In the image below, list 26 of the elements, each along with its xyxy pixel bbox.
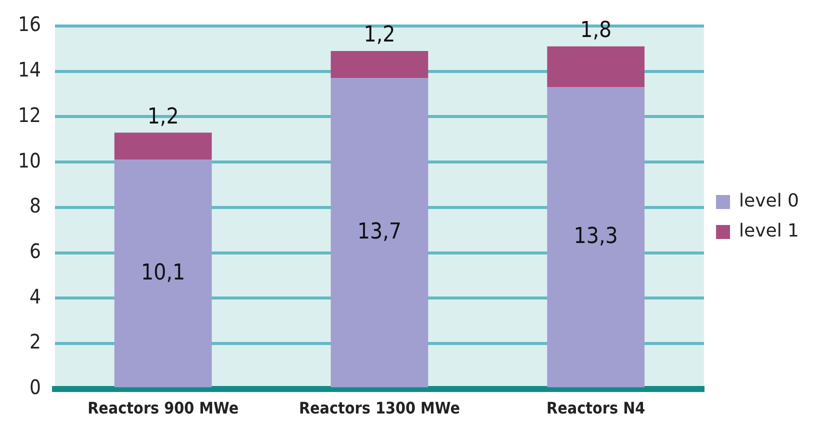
bar: [114, 132, 212, 160]
data-label: 10,1: [141, 260, 186, 286]
y-tick-label: 16: [18, 12, 41, 36]
y-tick-label: 6: [29, 238, 41, 263]
legend-label: level 1: [739, 220, 800, 242]
bar: [547, 87, 645, 388]
y-tick-label: 2: [29, 330, 41, 354]
y-tick-label: 12: [18, 102, 41, 127]
y-tick-label: 14: [18, 58, 41, 82]
data-label: 1,2: [147, 104, 179, 130]
y-tick-label: 0: [29, 375, 41, 400]
x-tick-label: Reactors 1300 MWe: [298, 398, 460, 418]
data-label: 13,3: [574, 224, 618, 249]
data-label: 13,7: [357, 219, 402, 244]
legend-label: level 0: [739, 190, 800, 212]
bar: [547, 46, 645, 88]
data-label: 1,2: [364, 22, 396, 48]
y-tick-label: 10: [18, 148, 41, 172]
bar: [330, 50, 428, 78]
x-tick-label: Reactors N4: [546, 398, 646, 418]
data-label: 1,8: [580, 18, 612, 44]
y-tick-label: 8: [29, 194, 41, 218]
x-tick-label: Reactors 900 MWe: [88, 398, 239, 418]
bar: [330, 78, 428, 388]
bar: [114, 160, 212, 388]
y-tick-label: 4: [29, 284, 41, 308]
